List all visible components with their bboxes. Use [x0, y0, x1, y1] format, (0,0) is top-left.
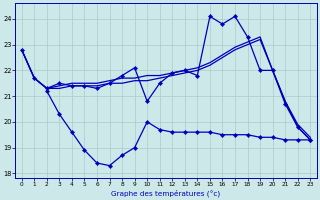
X-axis label: Graphe des températures (°c): Graphe des températures (°c) — [111, 189, 220, 197]
